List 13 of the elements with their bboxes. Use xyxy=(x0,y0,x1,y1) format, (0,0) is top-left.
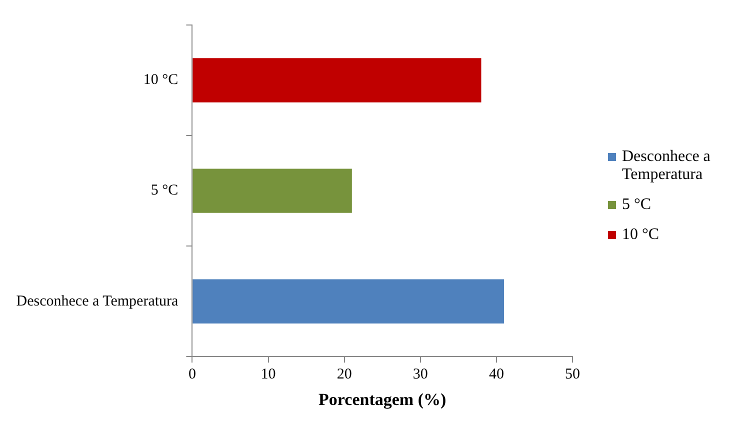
y-tick-label: 10 °C xyxy=(143,72,178,88)
legend-label: Desconhece a Temperatura xyxy=(622,148,712,184)
x-axis-title: Porcentagem (%) xyxy=(318,390,446,410)
x-tick-label: 10 xyxy=(260,366,276,383)
x-tick-label: 30 xyxy=(412,366,428,383)
x-tick-label: 0 xyxy=(188,366,196,383)
x-tick-label: 40 xyxy=(488,366,504,383)
y-tick-label: 5 °C xyxy=(150,182,178,199)
legend-label: 10 °C xyxy=(622,226,660,244)
x-tick-label: 20 xyxy=(336,366,352,383)
x-tick-label: 50 xyxy=(565,366,580,383)
y-tick-label: Desconhece a Temperatura xyxy=(16,293,179,310)
legend-label: 5 °C xyxy=(622,196,652,214)
